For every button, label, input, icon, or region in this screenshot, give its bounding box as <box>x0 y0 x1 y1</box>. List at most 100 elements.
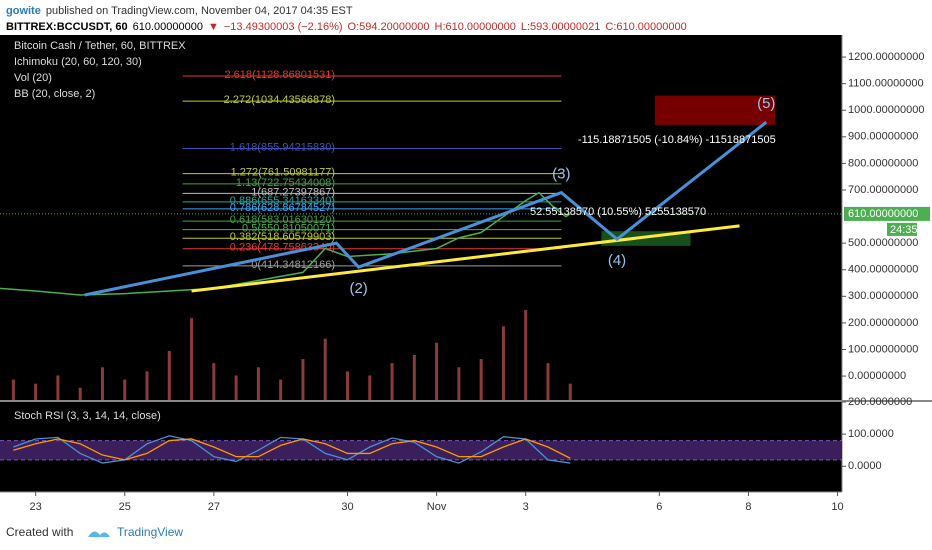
y-tick-label: 200.0000000 <box>848 396 912 408</box>
fib-label: 0.786(628.86784527) <box>230 202 335 214</box>
header-text: published on TradingView.com, November 0… <box>46 5 353 17</box>
footer-text: Created with <box>6 525 73 539</box>
volume-bar <box>167 350 171 400</box>
fib-label: 0.618(583.01630120) <box>230 214 335 226</box>
y-tick-label: 400.00000000 <box>848 264 918 276</box>
fib-label: 0.382(518.60579903) <box>230 231 335 243</box>
y-tick-label: 0.0000 <box>848 460 882 472</box>
x-tick-label: Nov <box>427 501 447 513</box>
volume-bar <box>212 363 216 400</box>
wave-label: (2) <box>349 280 367 297</box>
last-price-label: 610.00000000 <box>848 208 918 220</box>
wave-label: (4) <box>608 252 626 269</box>
volume-bar <box>479 359 483 400</box>
fib-label: 0.5(550.81050071) <box>242 223 335 235</box>
fib-label: 1.13(722.75434008) <box>236 177 335 189</box>
x-tick-label: 6 <box>656 501 662 513</box>
volume-bar <box>145 371 149 400</box>
y-tick-label: 200.00000000 <box>848 317 918 329</box>
volume-bar <box>56 375 60 400</box>
fib-label: 2.618(1128.86801531) <box>224 69 335 81</box>
volume-bar <box>78 387 82 400</box>
x-tick-label: 25 <box>119 501 131 513</box>
x-tick-label: 3 <box>523 501 529 513</box>
stoch-title: Stoch RSI (3, 3, 14, 14, close) <box>14 410 161 422</box>
volume-bar <box>501 326 505 400</box>
fib-label: 1.618(855.94215830) <box>230 141 335 153</box>
x-tick-label: 10 <box>831 501 843 513</box>
fib-label: 0(414.34812166) <box>251 259 335 271</box>
volume-bar <box>568 383 572 400</box>
stoch-line <box>13 435 571 464</box>
x-tick-label: 27 <box>208 501 220 513</box>
countdown: 24:35 <box>890 224 918 236</box>
header-text: C:610.00000000 <box>605 21 686 33</box>
volume-bar <box>323 338 327 400</box>
volume-bar <box>546 363 550 400</box>
wave-label: (5) <box>757 95 775 112</box>
header-text: gowite <box>6 5 41 17</box>
footer-brand: TradingView <box>117 525 183 539</box>
indicator-label: BB (20, close, 2) <box>14 88 95 100</box>
volume-bar <box>190 318 194 400</box>
y-tick-label: 1000.00000000 <box>848 104 924 116</box>
indicator-label: Ichimoku (20, 60, 120, 30) <box>14 56 142 68</box>
volume-bar <box>301 359 305 400</box>
header-text: L:593.00000021 <box>521 21 601 33</box>
stoch-line <box>13 438 571 461</box>
y-tick-label: 0.00000000 <box>848 370 906 382</box>
brand-logo <box>88 531 110 537</box>
y-tick-label: 500.00000000 <box>848 237 918 249</box>
volume-bar <box>123 379 127 400</box>
volume-bar <box>345 371 349 400</box>
fib-label: 1.272(761.50981177) <box>231 167 335 179</box>
volume-bar <box>100 367 104 400</box>
volume-bar <box>11 379 15 400</box>
price-line <box>0 191 571 296</box>
wave-label: (3) <box>552 166 570 183</box>
header-text: H:610.00000000 <box>435 21 516 33</box>
y-tick-label: 1200.00000000 <box>848 51 924 63</box>
y-tick-label: 800.00000000 <box>848 157 918 169</box>
x-tick-label: 23 <box>30 501 42 513</box>
stoch-band <box>0 440 842 460</box>
main-pane <box>0 35 842 400</box>
header-text: 610.00000000 <box>133 21 203 33</box>
fib-label: 0.236(478.75863340) <box>230 242 335 254</box>
y-tick-label: 900.00000000 <box>848 131 918 143</box>
y-tick-label: 100.0000 <box>848 428 894 440</box>
last-price-bg <box>844 206 930 221</box>
volume-bar <box>524 310 528 400</box>
y-tick-label: 1100.00000000 <box>848 78 924 90</box>
y-tick-label: 300.00000000 <box>848 290 918 302</box>
x-tick-label: 8 <box>745 501 751 513</box>
y-tick-label: 700.00000000 <box>848 184 918 196</box>
volume-bar <box>234 375 238 400</box>
measure-label: 52.55138570 (10.55%) 5255138570 <box>530 206 706 218</box>
wave-line <box>84 121 768 297</box>
fib-label: 1(687.27397867) <box>251 186 335 198</box>
x-tick-label: 30 <box>341 501 353 513</box>
volume-bar <box>368 375 372 400</box>
volume-bar <box>256 367 260 400</box>
fib-label: 0.886(655.34163340) <box>230 195 335 207</box>
header-text: BITTREX:BCCUSDT, 60 <box>6 21 128 33</box>
header-text: −13.49300003 (−2.16%) <box>224 21 343 33</box>
header-bg <box>0 0 932 35</box>
y-tick-label: 100.00000000 <box>848 343 918 355</box>
countdown-bg <box>887 222 917 236</box>
indicator-label: Vol (20) <box>14 72 52 84</box>
fib-label: 2.272(1034.43566878) <box>224 94 335 106</box>
measure-label: -115.18871505 (-10.84%) -11518871505 <box>578 134 776 146</box>
chart-title: Bitcoin Cash / Tether, 60, BITTREX <box>14 40 186 52</box>
target-box <box>654 95 776 125</box>
header-text: ▼ <box>208 21 219 33</box>
trend-line <box>191 224 740 293</box>
volume-bar <box>279 379 283 400</box>
volume-bar <box>412 355 416 400</box>
header-text: O:594.20000000 <box>348 21 430 33</box>
volume-bar <box>435 342 439 400</box>
volume-bar <box>34 383 38 400</box>
volume-bar <box>457 367 461 400</box>
